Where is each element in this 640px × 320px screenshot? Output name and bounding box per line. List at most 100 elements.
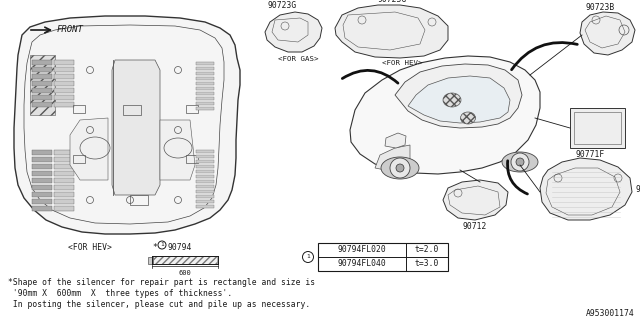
- Bar: [54, 95, 74, 100]
- Bar: [32, 178, 52, 183]
- Bar: [196, 155, 214, 158]
- Text: A953001174: A953001174: [586, 309, 635, 318]
- Bar: [54, 67, 74, 72]
- Bar: [54, 157, 74, 162]
- Bar: [32, 102, 52, 107]
- Bar: [186, 105, 198, 113]
- Bar: [54, 88, 74, 93]
- Bar: [54, 171, 74, 176]
- Text: '90mm X  600mm  X  three types of thickness'.: '90mm X 600mm X three types of thickness…: [8, 289, 232, 298]
- Circle shape: [390, 158, 410, 178]
- Text: 90723B: 90723B: [585, 3, 614, 12]
- Bar: [196, 170, 214, 173]
- Text: 90723G: 90723G: [268, 1, 297, 10]
- Bar: [196, 195, 214, 198]
- Bar: [130, 195, 148, 205]
- Bar: [196, 160, 214, 163]
- Bar: [196, 180, 214, 183]
- Bar: [186, 155, 198, 163]
- Text: 90712: 90712: [463, 222, 487, 231]
- Bar: [153, 256, 217, 264]
- Bar: [32, 81, 52, 86]
- Polygon shape: [580, 12, 635, 55]
- Text: <FOR GAS>: <FOR GAS>: [278, 56, 319, 62]
- Bar: [54, 178, 74, 183]
- Bar: [54, 81, 74, 86]
- Bar: [196, 87, 214, 90]
- Bar: [196, 77, 214, 80]
- Polygon shape: [160, 120, 195, 180]
- Bar: [54, 150, 74, 155]
- Polygon shape: [350, 56, 540, 174]
- Bar: [32, 164, 52, 169]
- Bar: [54, 192, 74, 197]
- Text: *Shape of the silencer for repair part is rectangle and size is: *Shape of the silencer for repair part i…: [8, 278, 315, 287]
- Bar: [574, 112, 621, 144]
- Circle shape: [516, 158, 524, 166]
- Text: 600: 600: [179, 270, 191, 276]
- Ellipse shape: [502, 152, 538, 172]
- Circle shape: [396, 164, 404, 172]
- Bar: [54, 199, 74, 204]
- Text: In posting the silencer, please cut and pile up as necessary.: In posting the silencer, please cut and …: [8, 300, 310, 309]
- Bar: [196, 102, 214, 105]
- Text: 1: 1: [160, 243, 164, 247]
- Text: 90723G: 90723G: [378, 0, 406, 4]
- Bar: [54, 185, 74, 190]
- Text: 90794: 90794: [168, 243, 193, 252]
- Bar: [196, 185, 214, 188]
- Ellipse shape: [461, 112, 476, 124]
- Text: *: *: [152, 243, 157, 252]
- Text: <FOR HEV>: <FOR HEV>: [68, 243, 112, 252]
- Bar: [196, 190, 214, 193]
- Ellipse shape: [443, 93, 461, 107]
- Text: t=2.0: t=2.0: [415, 245, 439, 254]
- Bar: [54, 164, 74, 169]
- Bar: [570, 108, 625, 148]
- Bar: [32, 171, 52, 176]
- Bar: [32, 150, 52, 155]
- Text: <FOR HEV>: <FOR HEV>: [382, 60, 422, 66]
- Polygon shape: [335, 5, 448, 58]
- Circle shape: [303, 252, 314, 262]
- Polygon shape: [70, 118, 108, 180]
- Polygon shape: [14, 16, 240, 234]
- Bar: [73, 155, 85, 163]
- Text: 90712: 90712: [635, 186, 640, 195]
- Circle shape: [511, 153, 529, 171]
- Text: FRONT: FRONT: [57, 26, 84, 35]
- Bar: [54, 102, 74, 107]
- Text: 1: 1: [306, 254, 310, 260]
- Bar: [32, 206, 52, 211]
- Bar: [54, 206, 74, 211]
- Polygon shape: [395, 64, 522, 128]
- Bar: [32, 88, 52, 93]
- Bar: [196, 82, 214, 85]
- Bar: [54, 60, 74, 65]
- Bar: [32, 67, 52, 72]
- Bar: [196, 62, 214, 65]
- Bar: [196, 92, 214, 95]
- Ellipse shape: [381, 157, 419, 179]
- Bar: [32, 95, 52, 100]
- Polygon shape: [265, 12, 322, 52]
- Polygon shape: [112, 60, 160, 195]
- Bar: [73, 105, 85, 113]
- Bar: [196, 150, 214, 153]
- Text: t=3.0: t=3.0: [415, 260, 439, 268]
- Bar: [318, 243, 448, 271]
- Polygon shape: [375, 145, 410, 172]
- Polygon shape: [408, 76, 510, 123]
- Bar: [196, 165, 214, 168]
- Bar: [196, 67, 214, 70]
- Bar: [32, 192, 52, 197]
- Bar: [32, 157, 52, 162]
- Polygon shape: [540, 158, 632, 220]
- Polygon shape: [30, 55, 55, 115]
- Text: 90771F: 90771F: [575, 150, 605, 159]
- Bar: [148, 257, 153, 264]
- Bar: [196, 205, 214, 208]
- Bar: [196, 97, 214, 100]
- Text: 90794FL020: 90794FL020: [338, 245, 387, 254]
- Bar: [54, 74, 74, 79]
